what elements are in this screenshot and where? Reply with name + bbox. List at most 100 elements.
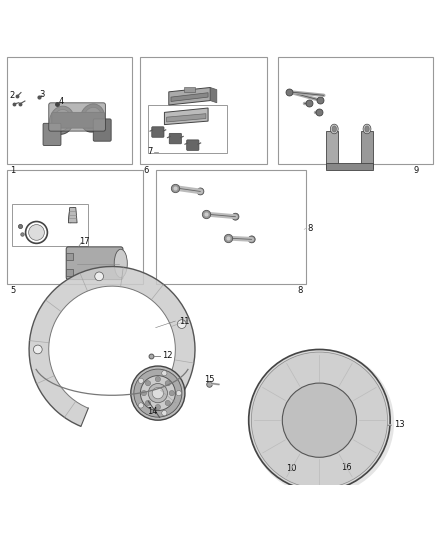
FancyBboxPatch shape [339, 451, 352, 464]
FancyBboxPatch shape [52, 112, 105, 128]
Bar [278, 57, 433, 164]
FancyBboxPatch shape [152, 127, 164, 138]
Circle shape [232, 213, 239, 220]
Ellipse shape [332, 126, 336, 132]
Circle shape [299, 435, 310, 446]
Text: 15: 15 [204, 375, 215, 384]
Circle shape [162, 370, 167, 376]
Bar [66, 253, 73, 260]
FancyBboxPatch shape [187, 140, 199, 150]
Ellipse shape [330, 124, 338, 134]
Circle shape [331, 437, 338, 444]
Circle shape [148, 384, 167, 403]
Bar [326, 131, 338, 168]
Circle shape [248, 236, 255, 243]
Circle shape [306, 407, 332, 433]
Circle shape [152, 387, 163, 399]
Bar [148, 105, 227, 153]
Polygon shape [68, 207, 75, 223]
Circle shape [197, 188, 204, 195]
Bar [12, 204, 88, 246]
Circle shape [283, 383, 357, 457]
Circle shape [95, 272, 103, 281]
Circle shape [155, 405, 160, 410]
Text: 4: 4 [58, 97, 64, 106]
Circle shape [138, 403, 144, 408]
Circle shape [316, 391, 323, 398]
Circle shape [314, 389, 325, 400]
Circle shape [172, 382, 181, 391]
Text: 1: 1 [11, 166, 16, 175]
Circle shape [290, 407, 301, 418]
Circle shape [28, 224, 44, 240]
Text: 6: 6 [144, 166, 149, 175]
Text: 9: 9 [414, 166, 419, 175]
Text: 10: 10 [286, 464, 296, 473]
Polygon shape [171, 93, 208, 101]
Ellipse shape [114, 249, 127, 278]
Circle shape [141, 376, 175, 410]
Circle shape [145, 381, 151, 386]
Polygon shape [169, 87, 210, 105]
Circle shape [343, 455, 349, 461]
Text: 8: 8 [307, 223, 313, 232]
FancyBboxPatch shape [49, 103, 106, 131]
Circle shape [138, 378, 144, 383]
Circle shape [141, 391, 147, 395]
Bar [326, 163, 373, 171]
FancyBboxPatch shape [93, 119, 111, 141]
Polygon shape [29, 266, 195, 426]
Circle shape [33, 345, 42, 354]
Text: 2: 2 [9, 91, 14, 100]
Text: 14: 14 [147, 407, 158, 416]
Text: 3: 3 [39, 91, 45, 100]
Ellipse shape [53, 109, 71, 131]
Circle shape [155, 376, 160, 382]
Polygon shape [210, 87, 217, 103]
Text: 8: 8 [297, 286, 303, 295]
Bar [7, 171, 143, 284]
Circle shape [162, 410, 167, 416]
Circle shape [340, 409, 347, 416]
Ellipse shape [84, 107, 101, 129]
Polygon shape [164, 108, 208, 125]
Bar [141, 57, 267, 164]
Circle shape [251, 352, 388, 488]
Circle shape [177, 320, 186, 328]
Ellipse shape [49, 106, 74, 134]
Ellipse shape [365, 126, 369, 132]
Circle shape [328, 435, 340, 446]
Text: 11: 11 [179, 317, 189, 326]
Circle shape [145, 400, 151, 406]
Bar [184, 87, 195, 92]
Bar [155, 171, 306, 284]
Text: 7: 7 [147, 147, 153, 156]
Bar [361, 131, 373, 168]
Ellipse shape [363, 124, 371, 134]
Text: 16: 16 [341, 463, 352, 472]
Bar [66, 269, 73, 276]
Circle shape [311, 411, 328, 429]
Circle shape [131, 366, 185, 420]
Circle shape [165, 381, 170, 386]
Ellipse shape [249, 350, 394, 495]
Text: 13: 13 [394, 420, 404, 429]
Polygon shape [68, 207, 77, 223]
Polygon shape [166, 114, 206, 122]
FancyBboxPatch shape [66, 247, 123, 280]
Circle shape [176, 391, 181, 395]
Circle shape [338, 407, 349, 418]
Text: 12: 12 [162, 351, 173, 360]
Text: 17: 17 [79, 237, 90, 246]
Ellipse shape [80, 104, 105, 132]
FancyBboxPatch shape [169, 133, 181, 144]
Circle shape [301, 437, 308, 444]
Circle shape [249, 350, 390, 491]
Circle shape [134, 369, 182, 417]
Circle shape [165, 400, 170, 406]
Circle shape [292, 409, 299, 416]
Bar [7, 57, 132, 164]
FancyBboxPatch shape [43, 123, 61, 146]
Text: 5: 5 [11, 286, 16, 295]
Circle shape [169, 391, 174, 395]
